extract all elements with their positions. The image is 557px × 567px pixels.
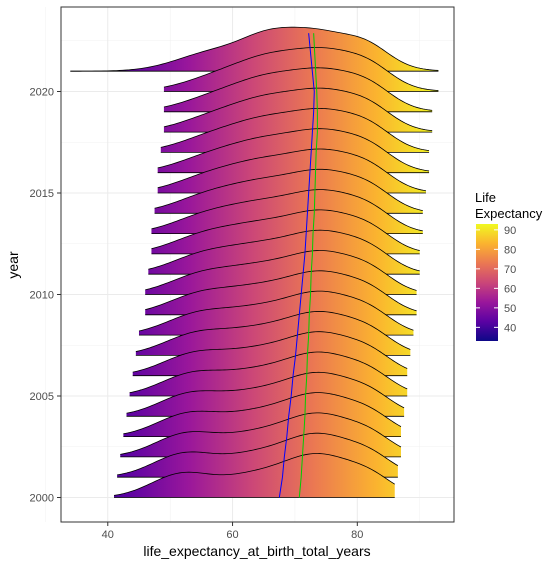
y-axis-title: year — [5, 251, 21, 279]
plot-panel-border — [60, 6, 455, 523]
ridge-2000 — [113, 453, 395, 498]
ridge-outline-2016 — [157, 128, 430, 172]
ridge-outline-2019 — [163, 67, 433, 111]
ridge-outline-2021 — [70, 26, 439, 72]
x-axis-ticks: 40 60 80 — [102, 522, 363, 541]
ridge-outline-2009 — [145, 270, 417, 312]
ridge-outline-2010 — [145, 250, 417, 291]
legend-tick-label: 90 — [504, 225, 516, 237]
ridge-outline-2017 — [160, 107, 430, 152]
y-tick-label: 2005 — [30, 391, 54, 403]
legend-tick-label: 70 — [504, 264, 516, 276]
legend-tick-label: 50 — [504, 303, 516, 315]
ridge-outline-2011 — [148, 229, 420, 272]
ridge-outline-2002 — [120, 412, 402, 455]
legend-tick-label: 40 — [504, 322, 516, 334]
y-tick-label: 2010 — [30, 290, 54, 302]
ridge-outline-2012 — [151, 209, 420, 251]
ridge-outline-2020 — [163, 47, 439, 91]
ridge-outline-2018 — [163, 87, 433, 132]
ridge-outline-2005 — [129, 351, 408, 394]
ridge-outline-2008 — [138, 290, 414, 332]
y-axis-ticks: 2000 2005 2010 2015 2020 — [30, 87, 61, 505]
ridge-outline-2004 — [126, 371, 405, 414]
legend-colorbar — [476, 224, 498, 341]
y-tick-label: 2000 — [30, 493, 54, 505]
ridge-outline-2000 — [113, 453, 395, 496]
y-tick-label: 2020 — [30, 87, 54, 99]
x-tick-label: 60 — [226, 529, 238, 541]
legend-title-line-1: Life — [475, 190, 496, 205]
legend-tick-label: 60 — [504, 283, 516, 295]
ridge-outline-2006 — [132, 331, 408, 373]
legend-tick-label: 80 — [504, 244, 516, 256]
ridge-fill-2000 — [114, 453, 395, 498]
legend-ticks: 40 50 60 70 80 90 — [476, 225, 516, 334]
summary-lines — [278, 33, 318, 498]
legend-title-line-2: Expectancy — [475, 206, 543, 221]
x-tick-label: 80 — [351, 529, 363, 541]
x-axis-title: life_expectancy_at_birth_total_years — [143, 543, 370, 559]
x-tick-label: 40 — [102, 529, 114, 541]
y-tick-label: 2015 — [30, 188, 54, 200]
ridge-outline-2015 — [157, 148, 427, 192]
median-line — [298, 33, 318, 498]
ridge-outline-2001 — [117, 432, 399, 476]
legend: Life Expectancy 40 50 60 70 80 90 — [475, 190, 543, 341]
mean-line — [278, 33, 315, 498]
ridge-outline-2013 — [151, 189, 423, 232]
ridges — [70, 26, 439, 498]
ridge-outline-2014 — [154, 168, 423, 211]
ridge-outline-2003 — [123, 392, 402, 435]
ridge-outline-2007 — [135, 310, 411, 352]
